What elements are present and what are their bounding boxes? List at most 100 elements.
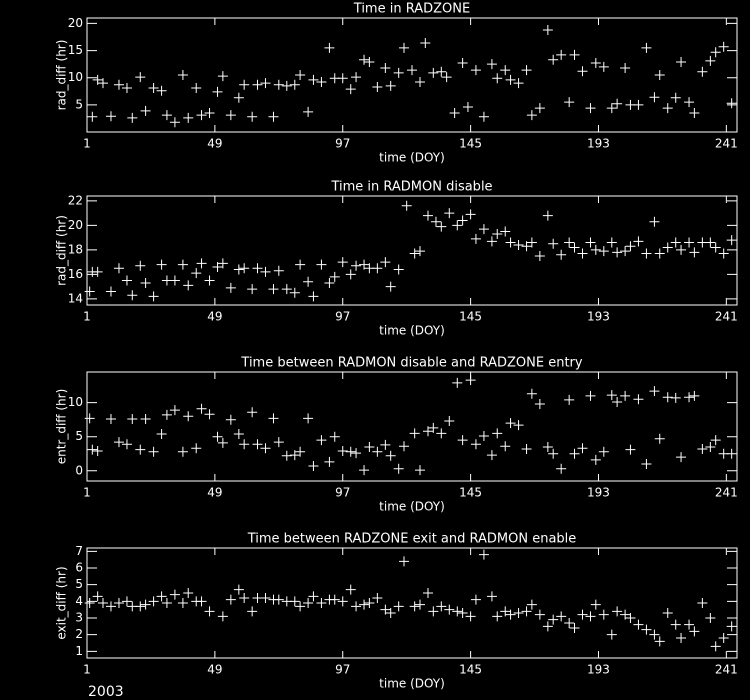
scatter-point	[351, 448, 362, 459]
scatter-point	[606, 629, 617, 640]
scatter-point	[422, 426, 433, 437]
scatter-point	[478, 111, 489, 122]
scatter-point	[268, 284, 279, 295]
scatter-point	[478, 549, 489, 560]
scatter-point	[436, 66, 447, 77]
scatter-point	[612, 98, 623, 109]
scatter-point	[303, 413, 314, 424]
y-tick-label: 20	[68, 218, 83, 232]
y-tick-label: 22	[68, 193, 83, 207]
scatter-point	[569, 242, 580, 253]
scatter-point	[127, 112, 138, 123]
scatter-point	[505, 237, 516, 248]
x-axis-label: time (DOY)	[379, 151, 445, 165]
scatter-point	[585, 237, 596, 248]
scatter-point	[233, 264, 244, 275]
scatter-point	[260, 78, 271, 89]
scatter-point	[534, 399, 545, 410]
scatter-point	[710, 242, 721, 253]
scatter-point	[127, 414, 138, 425]
scatter-point	[478, 431, 489, 442]
scatter-point	[169, 405, 180, 416]
scatter-point	[606, 103, 617, 114]
scatter-point	[718, 41, 729, 52]
scatter-point	[183, 112, 194, 123]
scatter-point	[295, 70, 306, 80]
scatter-point	[548, 614, 559, 625]
scatter-point	[359, 259, 370, 270]
scatter-point	[92, 446, 103, 457]
y-tick-label: 3	[75, 611, 83, 625]
scatter-point	[87, 111, 98, 122]
scatter-point	[177, 446, 188, 457]
y-tick-label: 5	[75, 97, 83, 111]
scatter-point	[641, 624, 652, 635]
x-tick-label: 1	[83, 137, 91, 151]
scatter-point	[726, 448, 737, 459]
scatter-point	[486, 450, 497, 461]
scatter-point	[289, 450, 300, 461]
scatter-point	[428, 606, 439, 617]
scatter-point	[212, 86, 223, 97]
scatter-point	[542, 621, 553, 632]
scatter-point	[308, 461, 319, 472]
scatter-point	[697, 598, 708, 608]
scatter-point	[191, 268, 202, 279]
scatter-point	[585, 390, 596, 401]
chart-title: Time in RADMON disable	[330, 180, 492, 195]
scatter-point	[105, 601, 116, 612]
scatter-point	[359, 599, 370, 610]
x-tick-label: 193	[587, 663, 610, 677]
scatter-point	[295, 601, 306, 612]
scatter-point	[500, 441, 511, 452]
scatter-point	[84, 286, 95, 297]
scatter-point	[564, 97, 575, 108]
scatter-point	[316, 259, 327, 270]
scatter-point	[556, 463, 567, 474]
scatter-point	[345, 446, 356, 457]
scatter-point	[247, 407, 258, 418]
scatter-point	[233, 428, 244, 439]
scatter-point	[324, 277, 335, 288]
scatter-point	[295, 446, 306, 457]
x-tick-label: 1	[83, 663, 91, 677]
scatter-point	[329, 271, 340, 282]
scatter-point	[324, 456, 335, 467]
scatter-point	[500, 226, 511, 237]
scatter-point	[393, 264, 404, 275]
scatter-point	[135, 260, 146, 271]
scatter-point	[620, 62, 631, 73]
scatter-point	[689, 626, 700, 637]
scatter-point	[260, 593, 271, 603]
scatter-point	[121, 275, 132, 286]
scatter-point	[710, 641, 721, 652]
x-tick-label: 241	[715, 663, 738, 677]
y-tick-label: 4	[75, 594, 83, 608]
scatter-point	[612, 606, 623, 617]
scatter-point	[428, 422, 439, 433]
scatter-point	[662, 242, 673, 253]
scatter-point	[444, 208, 455, 219]
x-tick-label: 193	[587, 137, 610, 151]
scatter-point	[705, 613, 716, 623]
scatter-point	[548, 238, 559, 249]
y-tick-label: 10	[68, 395, 83, 409]
scatter-point	[564, 618, 575, 628]
scatter-point	[526, 388, 537, 399]
scatter-point	[407, 65, 417, 76]
x-tick-label: 1	[83, 310, 91, 324]
scatter-point	[380, 62, 391, 73]
scatter-point	[268, 413, 279, 424]
x-tick-label: 241	[715, 310, 738, 324]
scatter-point	[183, 411, 194, 422]
x-tick-label: 193	[587, 486, 610, 500]
scatter-point	[457, 435, 468, 446]
scatter-point	[452, 606, 463, 617]
scatter-point	[492, 428, 503, 439]
scatter-point	[577, 609, 588, 620]
scatter-point	[308, 291, 319, 302]
scatter-point	[457, 608, 468, 618]
scatter-point	[409, 601, 420, 612]
y-tick-label: 20	[68, 16, 83, 30]
scatter-point	[505, 74, 516, 85]
